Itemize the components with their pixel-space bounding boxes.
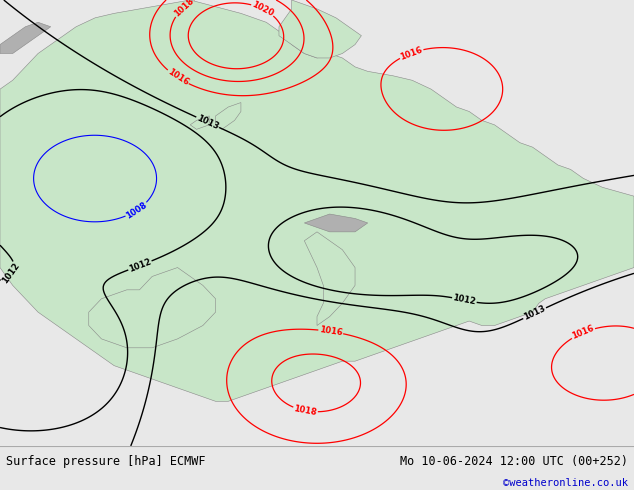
Polygon shape — [0, 0, 634, 401]
Polygon shape — [89, 268, 216, 348]
Polygon shape — [216, 102, 241, 129]
Text: ©weatheronline.co.uk: ©weatheronline.co.uk — [503, 478, 628, 489]
Text: 1016: 1016 — [318, 325, 343, 338]
Text: Mo 10-06-2024 12:00 UTC (00+252): Mo 10-06-2024 12:00 UTC (00+252) — [399, 455, 628, 468]
Text: 1012: 1012 — [452, 294, 477, 307]
Text: 1008: 1008 — [124, 200, 149, 220]
Text: 1018: 1018 — [172, 0, 195, 19]
Text: 1012: 1012 — [127, 257, 152, 274]
Text: Surface pressure [hPa] ECMWF: Surface pressure [hPa] ECMWF — [6, 455, 206, 468]
Text: 1020: 1020 — [250, 0, 275, 18]
Polygon shape — [190, 116, 209, 129]
Text: 1013: 1013 — [522, 304, 547, 322]
Polygon shape — [304, 214, 368, 232]
Text: 1018: 1018 — [293, 404, 318, 417]
Text: 1016: 1016 — [571, 324, 595, 342]
Text: 1012: 1012 — [1, 261, 22, 285]
Text: 1016: 1016 — [399, 45, 424, 61]
Polygon shape — [0, 22, 51, 53]
Text: 1016: 1016 — [165, 68, 190, 88]
Polygon shape — [304, 232, 355, 325]
Polygon shape — [279, 0, 361, 58]
Text: 1013: 1013 — [195, 113, 220, 131]
